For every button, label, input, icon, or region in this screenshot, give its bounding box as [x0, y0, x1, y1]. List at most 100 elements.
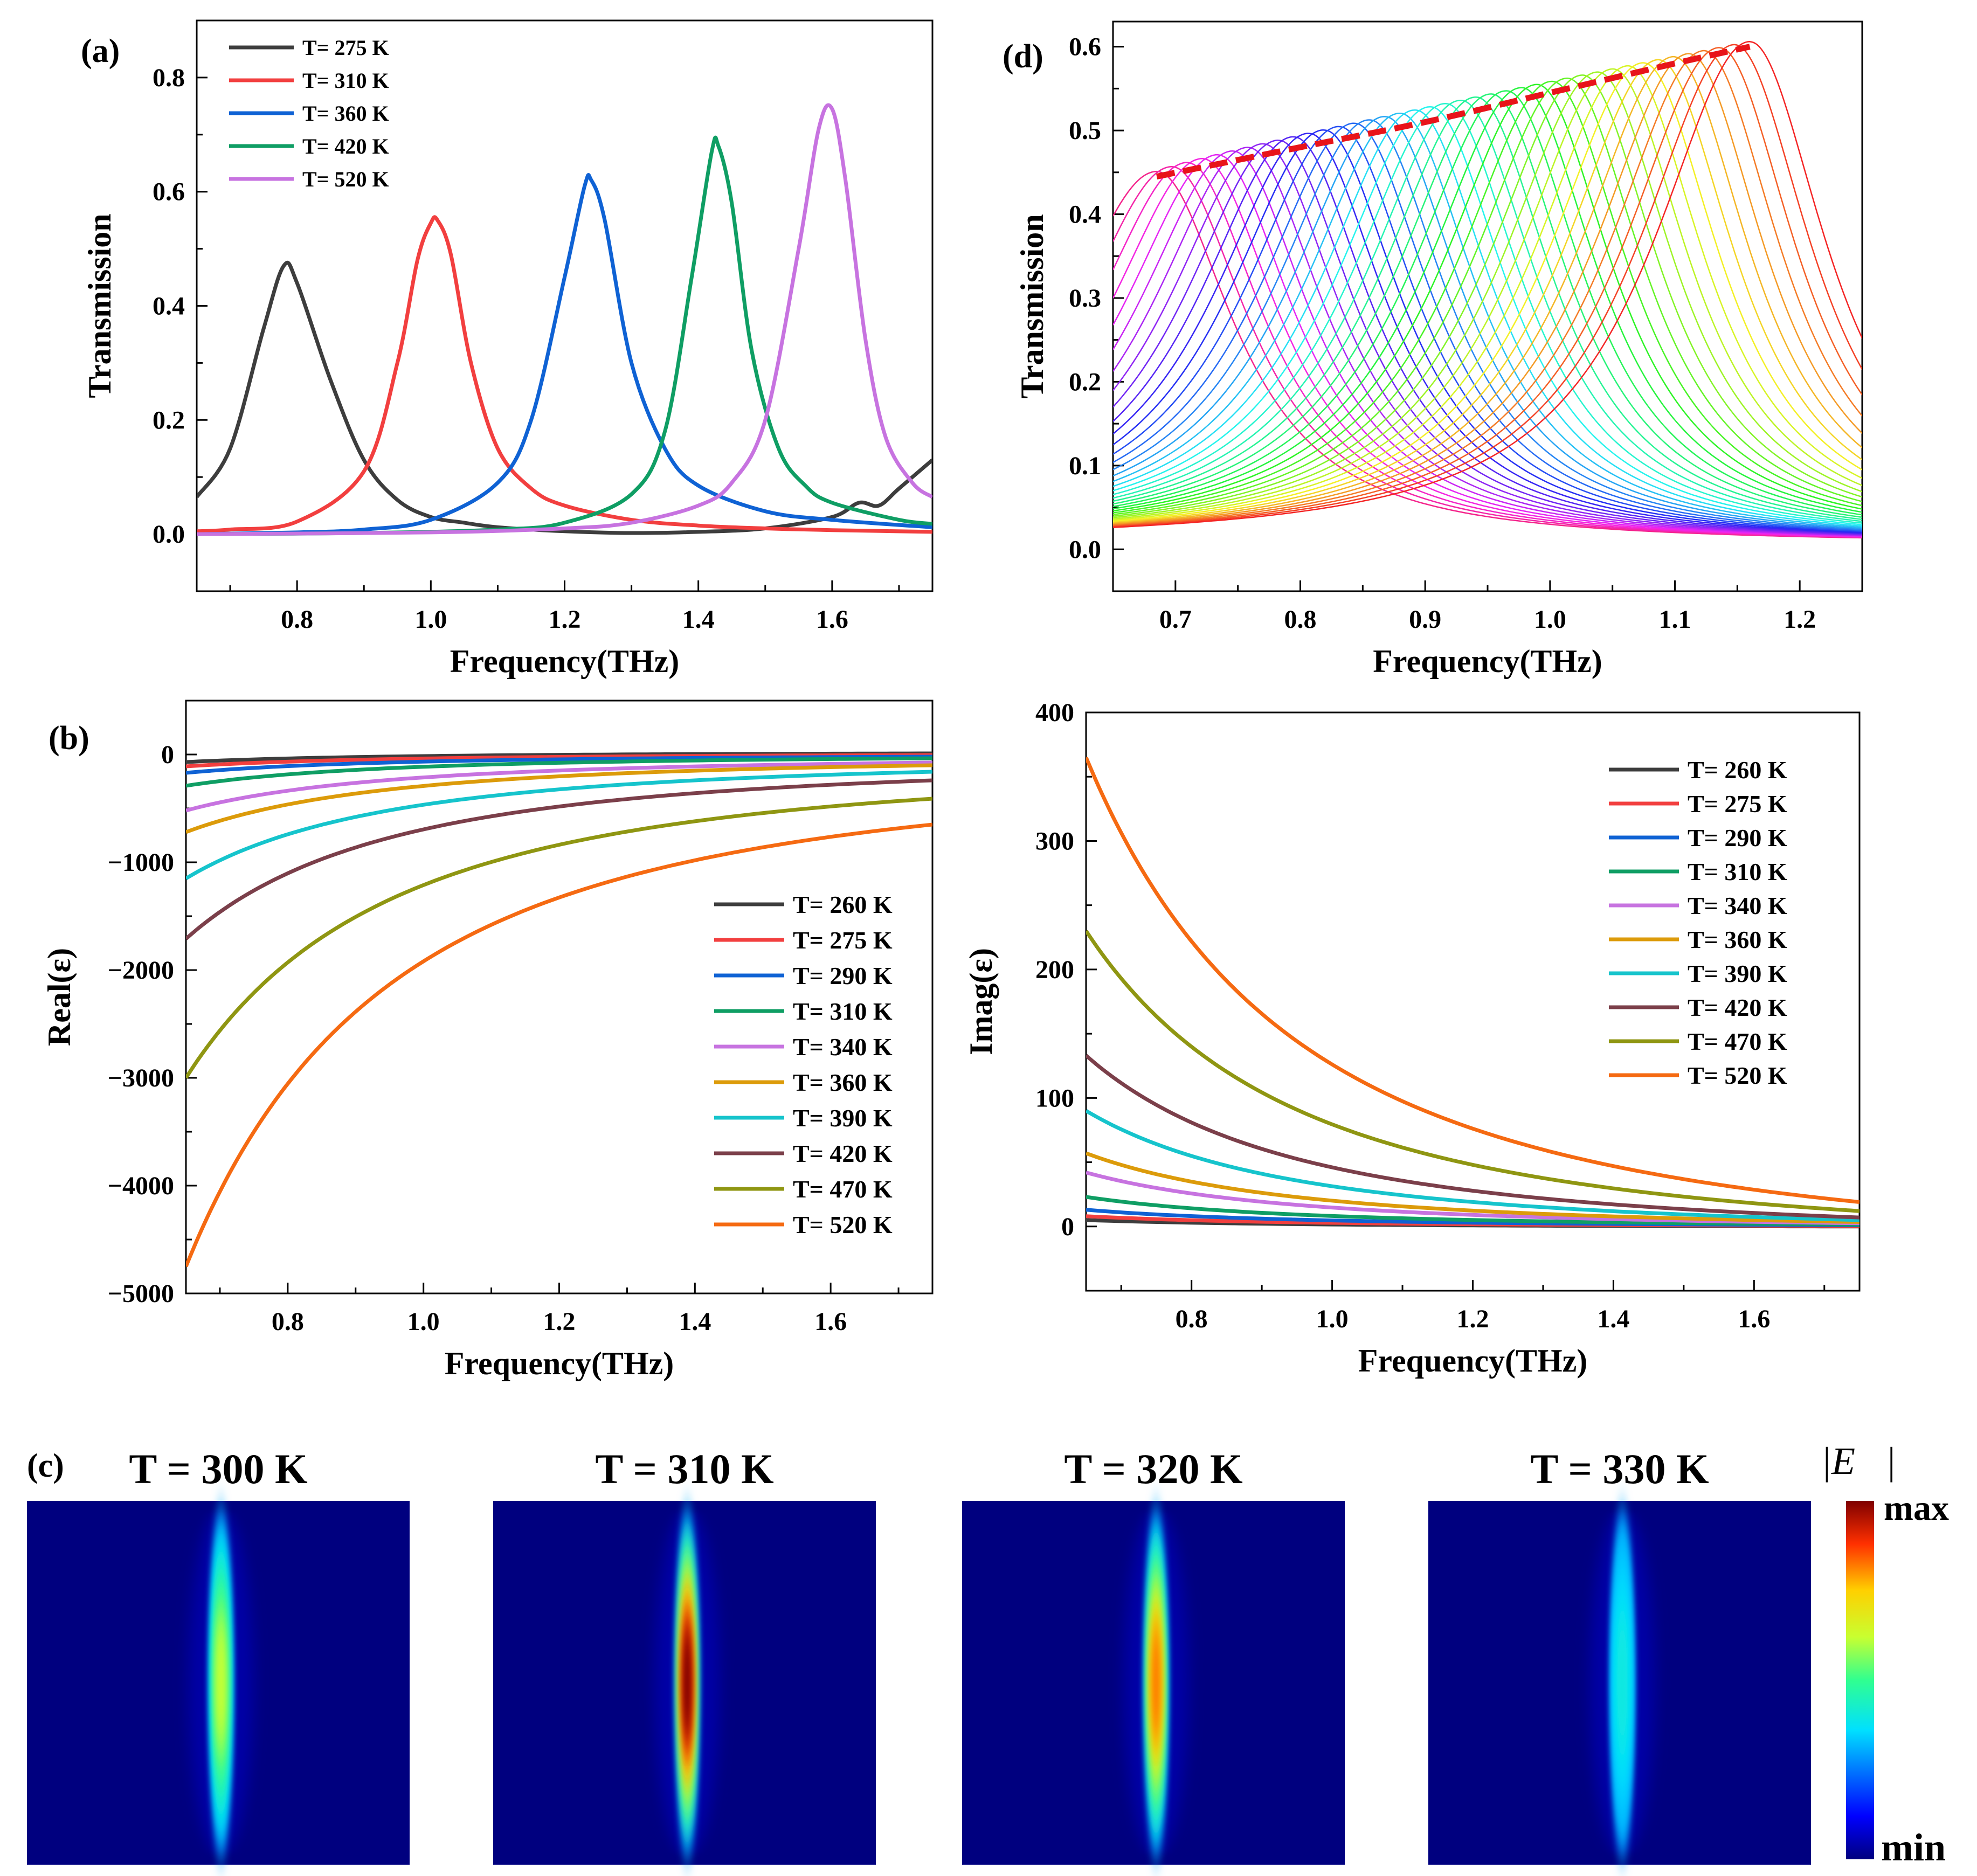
x-tick-label: 1.4 [682, 605, 715, 634]
x-tick-label: 1.2 [1784, 605, 1816, 634]
x-tick-label: 1.0 [414, 605, 447, 634]
series-line [1113, 56, 1862, 524]
series-line [1113, 150, 1862, 537]
x-tick-label: 1.6 [1738, 1305, 1770, 1333]
y-tick-label: 200 [1035, 956, 1074, 984]
y-axis-label: Transmission [82, 213, 117, 398]
y-tick-label: −1000 [108, 848, 174, 877]
x-tick-label: 1.0 [407, 1307, 440, 1336]
series-line [1113, 136, 1862, 535]
x-tick-label: 0.7 [1159, 605, 1192, 634]
field-title: T = 330 K [1530, 1445, 1709, 1492]
y-tick-label: −4000 [108, 1172, 174, 1200]
field-hotspot [682, 1623, 692, 1742]
panel-d: 0.7 0.8 0.9 1.0 1.1 1.2 0.0 0.1 0.2 0.3 0.4 0.5 0.6 F… [1014, 20, 1863, 679]
series-line [1086, 1109, 1860, 1222]
x-tick-label: 0.8 [272, 1307, 304, 1336]
legend-entry: T= 275 K [1688, 790, 1787, 818]
series-line [186, 770, 932, 881]
y-tick-label: 0.4 [153, 292, 185, 321]
y-tick-label: 0.0 [153, 520, 185, 549]
legend-entry: T= 360 K [793, 1069, 893, 1096]
field-map [27, 1501, 410, 1865]
panel-label-d: (d) [1003, 38, 1043, 75]
series-line [1086, 1054, 1860, 1220]
series-group [186, 751, 932, 1268]
panel-b: 0.8 1.0 1.2 1.4 1.6 0 −1000 −2000 −3000 −4000 −500… [42, 700, 934, 1381]
y-axis-label: Transmission [1014, 214, 1050, 398]
legend-entry: T= 420 K [302, 134, 389, 158]
series-line [186, 756, 932, 788]
series-line [1113, 53, 1862, 525]
series-line [1113, 147, 1862, 536]
series-line [1113, 109, 1862, 527]
series-line [1113, 68, 1862, 520]
series-line [1113, 157, 1862, 538]
legend-entry: T= 390 K [793, 1104, 893, 1132]
legend-entry: T= 310 K [302, 68, 389, 93]
panel-label-a: (a) [81, 33, 120, 70]
panel-c: T = 300 K T = 310 K T = 320 K T = 330 K |E⃗|… [27, 1439, 1949, 1869]
series-line [186, 778, 932, 940]
legend-entry: T= 520 K [302, 167, 389, 191]
legend-entry: T= 520 K [1688, 1062, 1787, 1089]
legend-entry: T= 360 K [302, 101, 389, 126]
series-line [1086, 1171, 1860, 1226]
field-map [1428, 1501, 1811, 1865]
legend-entry: T= 340 K [793, 1033, 893, 1061]
field-title: T = 300 K [129, 1445, 308, 1492]
legend-entry: T= 420 K [793, 1140, 893, 1167]
y-tick-label: 0.3 [1069, 284, 1101, 313]
colorbar-max-label: max [1884, 1489, 1949, 1528]
series-line [1113, 59, 1862, 523]
y-tick-label: −3000 [108, 1064, 174, 1092]
legend-entry: T= 275 K [793, 926, 893, 954]
panel-label-c: (c) [27, 1448, 64, 1484]
y-tick-label: 0.1 [1069, 452, 1101, 480]
x-tick-label: 1.6 [814, 1307, 847, 1336]
colorbar-gradient [1846, 1501, 1874, 1859]
series-line [186, 754, 932, 775]
colorbar: |E⃗| max min [1821, 1439, 1949, 1869]
field-title: T = 310 K [595, 1445, 774, 1492]
field-hotspot [1617, 1623, 1627, 1742]
series-line [1113, 99, 1862, 522]
series-line [197, 173, 932, 536]
legend-entry: T= 520 K [793, 1211, 893, 1238]
x-tick-label: 1.2 [1457, 1305, 1489, 1333]
series-line [1113, 140, 1862, 535]
legend-entry: T= 340 K [1688, 892, 1787, 919]
series-line [1113, 119, 1862, 530]
series-line [186, 760, 932, 813]
series-line [1113, 126, 1862, 532]
x-tick-label: 1.1 [1659, 605, 1691, 634]
series-line [186, 797, 932, 1079]
colorbar-min-label: min [1881, 1826, 1946, 1869]
series-line [1113, 74, 1862, 517]
field-map [493, 1501, 876, 1865]
legend-entry: T= 290 K [793, 962, 893, 989]
y-tick-label: 0.2 [1069, 368, 1101, 396]
series-line [1113, 133, 1862, 534]
legend-entry: T= 290 K [1688, 824, 1787, 852]
series-line [1113, 113, 1862, 528]
x-tick-label: 1.2 [549, 605, 581, 634]
x-tick-label: 1.4 [679, 1307, 711, 1336]
panel-label-b: (b) [49, 720, 89, 757]
y-tick-label: 0.4 [1069, 200, 1101, 229]
y-tick-label: 0 [161, 740, 174, 769]
series-line [1113, 96, 1862, 521]
x-tick-label: 0.9 [1409, 605, 1441, 634]
legend-entry: T= 260 K [1688, 756, 1787, 784]
y-tick-label: 0 [1061, 1213, 1074, 1241]
y-tick-label: 0.6 [153, 178, 185, 206]
y-tick-label: 300 [1035, 827, 1074, 855]
colorbar-label: |E⃗| [1821, 1439, 1896, 1483]
y-tick-label: −5000 [108, 1279, 174, 1308]
field-hotspot [216, 1623, 226, 1742]
series-line [197, 103, 932, 536]
series-line [1113, 44, 1862, 528]
x-tick-label: 1.4 [1597, 1305, 1629, 1333]
legend: T= 275 K T= 310 K T= 360 K T= 420 K T= 520 K [229, 36, 389, 191]
